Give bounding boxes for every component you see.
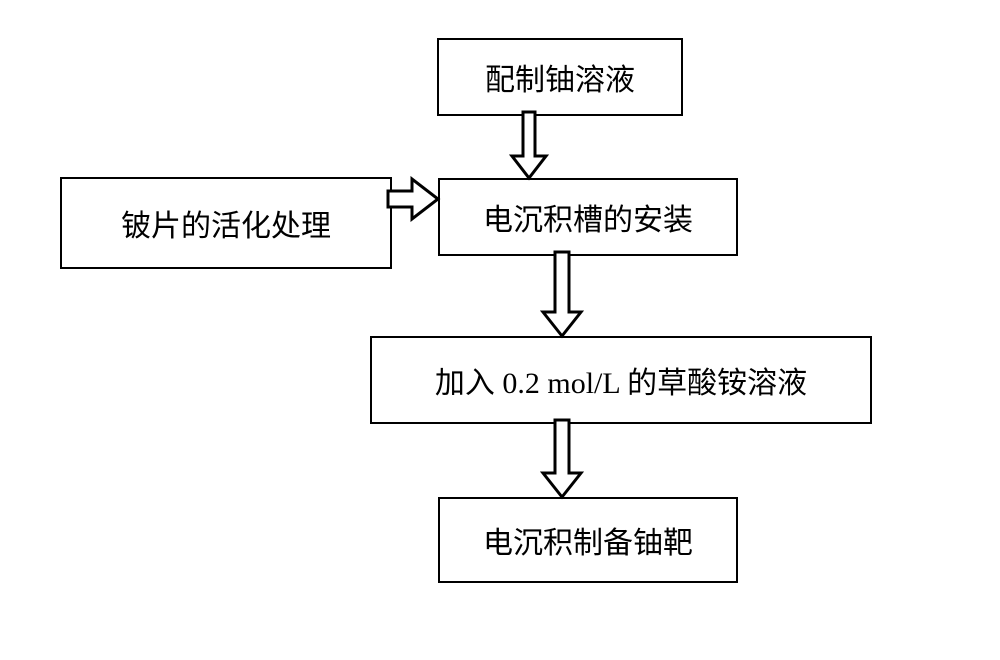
arrow-a2 [385,176,441,222]
node-label: 电沉积制备铀靶 [483,518,693,562]
flow-node-n2: 铍片的活化处理 [60,177,392,269]
node-label: 电沉积槽的安装 [483,195,693,239]
node-label: 配制铀溶液 [485,55,635,99]
flow-node-n5: 电沉积制备铀靶 [438,497,738,583]
flow-node-n4: 加入 0.2 mol/L 的草酸铵溶液 [370,336,872,424]
node-label: 加入 0.2 mol/L 的草酸铵溶液 [435,358,807,402]
arrow-a4 [540,417,584,500]
arrow-a3 [540,249,584,339]
flow-node-n1: 配制铀溶液 [437,38,683,116]
flow-node-n3: 电沉积槽的安装 [438,178,738,256]
node-label: 铍片的活化处理 [121,201,331,245]
arrow-a1 [509,109,549,181]
